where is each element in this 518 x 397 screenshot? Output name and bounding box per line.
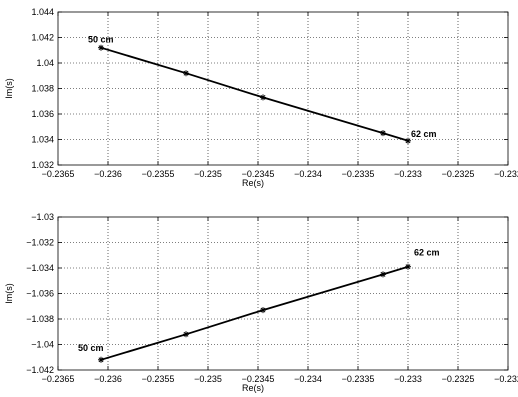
annotation-label: 62 cm — [411, 129, 437, 139]
x-tick-label: −0.233 — [394, 169, 422, 179]
y-tick-label: 1.036 — [31, 109, 54, 119]
series-line — [100, 46, 409, 142]
data-point — [260, 94, 266, 101]
data-point — [98, 356, 104, 363]
x-tick-label: −0.2355 — [142, 169, 175, 179]
y-tick-label: −1.036 — [26, 289, 54, 299]
y-tick-label: 1.034 — [31, 135, 54, 145]
data-point — [380, 271, 386, 278]
x-tick-label: −0.236 — [94, 169, 122, 179]
data-point — [183, 331, 189, 338]
y-tick-label: −1.04 — [31, 340, 54, 350]
y-tick-label: −1.032 — [26, 238, 54, 248]
x-tick-label: −0.2365 — [42, 374, 75, 384]
subplot-1: −0.2365 −0.236 −0.2355 −0.235 −0.2345 −0.234 −… — [4, 7, 518, 188]
x-tick-label: −0.2335 — [342, 169, 375, 179]
x-axis-label: Re(s) — [242, 178, 264, 188]
x-tick-label: −0.232 — [494, 169, 518, 179]
data-point — [260, 307, 266, 314]
x-tick-label: −0.235 — [194, 374, 222, 384]
y-tick-label: 1.032 — [31, 160, 54, 170]
data-point — [405, 137, 411, 144]
x-tick-label: −0.235 — [194, 169, 222, 179]
data-point — [183, 70, 189, 77]
y-tick-label: 1.04 — [36, 58, 54, 68]
data-point — [380, 130, 386, 137]
x-tick-label: −0.233 — [394, 374, 422, 384]
x-tick-label: −0.234 — [294, 169, 322, 179]
series-line — [100, 265, 409, 361]
x-tick-label: −0.232 — [494, 374, 518, 384]
data-point — [405, 263, 411, 270]
x-axis-label: Re(s) — [242, 383, 264, 393]
x-tick-label: −0.2325 — [442, 169, 475, 179]
x-tick-label: −0.2335 — [342, 374, 375, 384]
x-tick-label: −0.234 — [294, 374, 322, 384]
y-axis-label: Im(s) — [4, 78, 14, 99]
annotation-label: 50 cm — [88, 35, 114, 45]
annotation-label: 62 cm — [414, 247, 440, 257]
subplot-2: −0.2365 −0.236 −0.2355 −0.235 −0.2345 −0.234 −… — [4, 212, 518, 393]
y-tick-label: 1.038 — [31, 84, 54, 94]
y-tick-label: −1.038 — [26, 314, 54, 324]
data-point — [98, 44, 104, 51]
x-tick-label: −0.2355 — [142, 374, 175, 384]
y-tick-label: −1.03 — [31, 212, 54, 222]
y-tick-label: −1.034 — [26, 263, 54, 273]
y-tick-label: 1.044 — [31, 7, 54, 17]
x-tick-label: −0.2325 — [442, 374, 475, 384]
y-tick-label: −1.042 — [26, 365, 54, 375]
x-tick-label: −0.236 — [94, 374, 122, 384]
annotation-label: 50 cm — [78, 343, 104, 353]
x-tick-label: −0.2365 — [42, 169, 75, 179]
y-tick-label: 1.042 — [31, 33, 54, 43]
x-tick-label: −0.2345 — [242, 374, 275, 384]
y-axis-label: Im(s) — [4, 283, 14, 304]
x-tick-label: −0.2345 — [242, 169, 275, 179]
